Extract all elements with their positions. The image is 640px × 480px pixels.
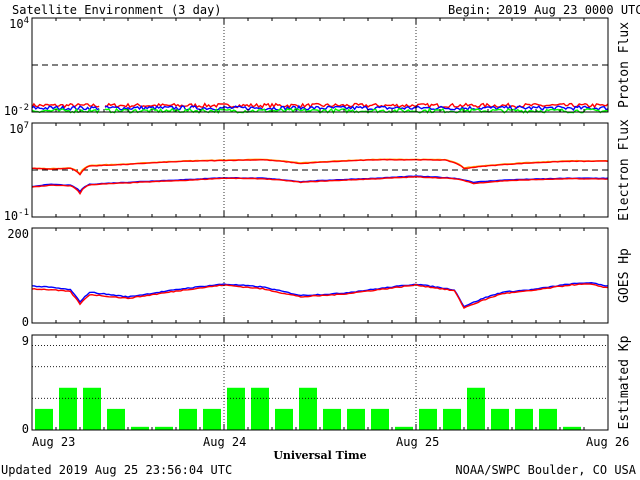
y-tick-label-bottom: 10-1 [4,208,29,223]
y-tick-label-bottom: 0 [22,422,29,436]
kp-bar [371,408,389,430]
kp-bar [323,408,341,430]
kp-bar [179,408,197,430]
kp-bar [467,387,485,430]
kp-bar [227,387,245,430]
panels: 104 10-2 Proton Flux 107 10-1 Electron Flux 20… [4,16,632,436]
y-axis-title: Estimated Kp [617,335,632,429]
kp-bar [83,387,101,430]
panel-frame [31,17,609,113]
kp-bar [491,408,509,430]
x-axis-title: Universal Time [273,449,366,462]
y-tick-label-top: 200 [7,227,29,241]
y-tick-label-top: 107 [9,121,29,136]
series-line-red [31,158,609,176]
kp-bar [155,426,173,430]
kp-bar [563,426,581,430]
series-line-red [31,102,609,109]
panel-kp: 9 0 Estimated Kp [22,334,632,436]
kp-bar [515,408,533,430]
y-tick-label-top: 9 [22,334,29,348]
kp-bar [275,408,293,430]
y-tick-label-bottom: 0 [22,315,29,329]
x-tick-label: Aug 24 [203,435,246,449]
kp-bar [419,408,437,430]
kp-bar [59,387,77,430]
credit-text: NOAA/SWPC Boulder, CO USA [455,463,636,477]
y-axis-title: Proton Flux [617,22,632,108]
kp-bar [443,408,461,430]
series-line-blue [31,281,609,308]
kp-bar [203,408,221,430]
updated-text: Updated 2019 Aug 25 23:56:04 UTC [1,463,232,477]
kp-bar [395,426,413,430]
begin-value: 2019 Aug 23 0000 UTC [498,3,640,17]
y-tick-label-top: 104 [9,16,29,31]
y-axis-title: GOES Hp [617,248,632,303]
kp-bar [299,387,317,430]
y-axis-title: Electron Flux [617,119,632,221]
kp-bar [131,426,149,430]
kp-bar [35,408,53,430]
kp-bar [251,387,269,430]
panel-frame [31,122,609,218]
panel-proton: 104 10-2 Proton Flux [4,16,632,118]
chart-title: Satellite Environment (3 day) [12,3,222,17]
y-tick-label-bottom: 10-2 [4,103,29,118]
series-line-red [31,283,609,309]
panel-hp: 200 0 GOES Hp [7,227,632,329]
x-tick-label: Aug 26 [586,435,629,449]
x-tick-label: Aug 23 [32,435,75,449]
kp-bar [539,408,557,430]
panel-frame [31,227,609,324]
series-line-orange [31,158,609,175]
kp-bar [107,408,125,430]
x-tick-label: Aug 25 [396,435,439,449]
kp-bar [347,408,365,430]
begin-label: Begin: [448,3,491,17]
series-line-red [31,175,609,195]
panel-electron: 107 10-1 Electron Flux [4,119,632,223]
